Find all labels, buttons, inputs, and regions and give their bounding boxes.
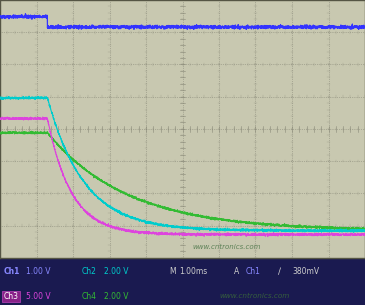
Text: ∕: ∕: [278, 267, 281, 276]
Text: www.cntronics.com: www.cntronics.com: [219, 293, 289, 300]
Text: Ch3: Ch3: [4, 292, 19, 301]
Text: www.cntronics.com: www.cntronics.com: [192, 244, 261, 250]
Text: 380mV: 380mV: [292, 267, 319, 276]
Text: Ch1: Ch1: [245, 267, 260, 276]
Text: 2.00 V: 2.00 V: [104, 292, 128, 301]
Text: 1.00 V: 1.00 V: [26, 267, 51, 276]
Text: 1.00ms: 1.00ms: [180, 267, 208, 276]
Text: Ch2: Ch2: [82, 267, 97, 276]
Text: Ch1: Ch1: [4, 267, 20, 276]
Text: M: M: [170, 267, 176, 276]
Text: 2.00 V: 2.00 V: [104, 267, 128, 276]
Text: A: A: [234, 267, 239, 276]
Text: Ch4: Ch4: [82, 292, 97, 301]
Text: 5.00 V: 5.00 V: [26, 292, 51, 301]
